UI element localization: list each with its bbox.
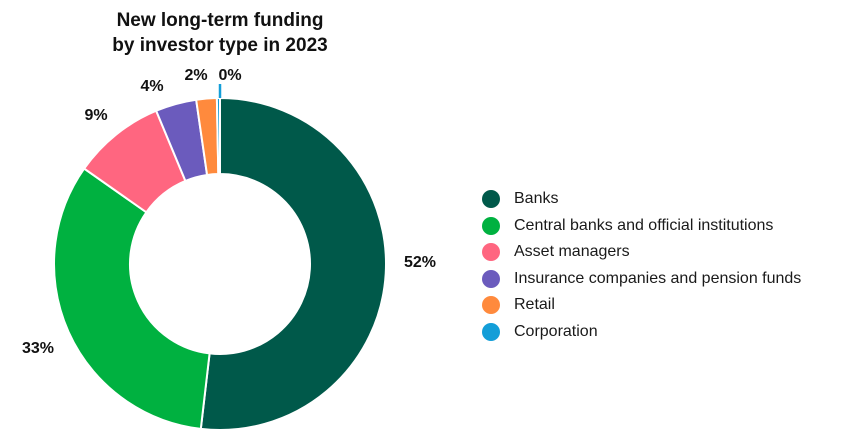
value-label-retail: 2% <box>184 67 207 84</box>
chart-title-line-2: by investor type in 2023 <box>112 35 328 56</box>
legend-swatch-asset-managers <box>482 243 500 262</box>
legend-item-banks: Banks <box>482 186 801 213</box>
legend-swatch-insurance <box>482 269 500 288</box>
legend-swatch-corporation <box>482 322 500 341</box>
legend-label-retail: Retail <box>514 296 555 314</box>
legend-swatch-retail <box>482 296 500 315</box>
chart-title: New long-term funding by investor type i… <box>60 8 380 58</box>
legend-swatch-central-banks <box>482 216 500 235</box>
value-label-central-banks: 33% <box>22 340 54 357</box>
chart-legend: Banks Central banks and official institu… <box>482 186 801 345</box>
value-label-insurance: 4% <box>140 78 163 95</box>
legend-item-corporation: Corporation <box>482 319 801 346</box>
chart-title-line-1: New long-term funding <box>116 10 324 31</box>
legend-item-insurance: Insurance companies and pension funds <box>482 266 801 293</box>
value-label-banks: 52% <box>404 254 436 271</box>
legend-label-central-banks: Central banks and official institutions <box>514 216 774 234</box>
legend-label-corporation: Corporation <box>514 322 598 340</box>
legend-label-banks: Banks <box>514 190 559 208</box>
slice-central-banks <box>53 167 211 430</box>
slice-banks <box>199 96 387 430</box>
value-label-corporation: 0% <box>218 67 241 84</box>
value-label-asset-managers: 9% <box>84 107 107 124</box>
legend-swatch-banks <box>482 190 500 209</box>
legend-item-asset-managers: Asset managers <box>482 239 801 266</box>
slice-corporation <box>215 96 221 176</box>
legend-label-asset-managers: Asset managers <box>514 243 630 261</box>
legend-label-insurance: Insurance companies and pension funds <box>514 269 802 287</box>
legend-item-central-banks: Central banks and official institutions <box>482 213 801 240</box>
legend-item-retail: Retail <box>482 292 801 319</box>
